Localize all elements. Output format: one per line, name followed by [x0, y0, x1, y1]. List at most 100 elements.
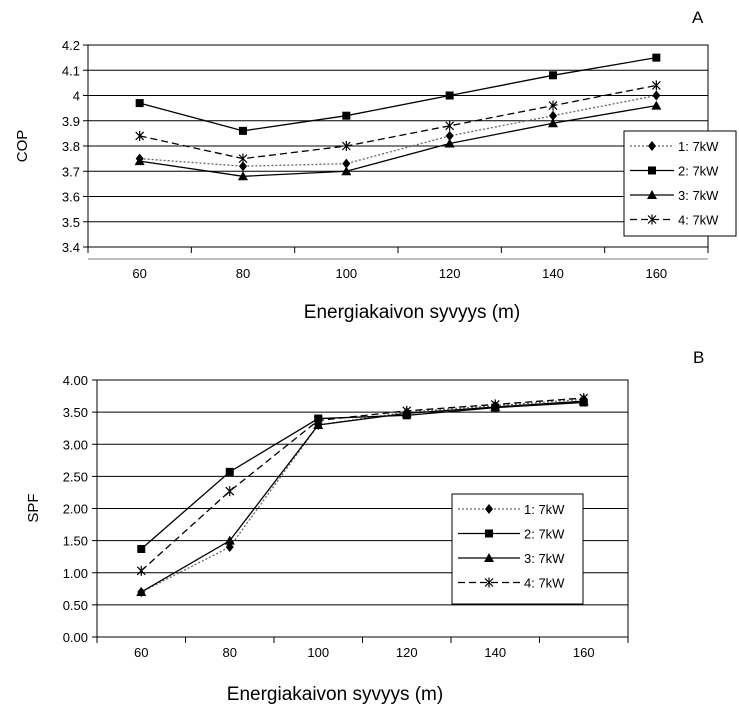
square-marker	[549, 71, 557, 80]
triangle-marker	[444, 138, 455, 148]
series-line	[140, 401, 584, 550]
legend-label: 4: 7kW	[678, 213, 719, 228]
triangle-marker	[136, 587, 147, 597]
legend-label: 1: 7kW	[678, 139, 719, 154]
x-tick-label: 60	[132, 266, 146, 281]
star-marker	[313, 415, 323, 426]
y-tick-label: 2.50	[63, 469, 88, 484]
y-tick-label: 1.00	[63, 566, 88, 581]
y-tick-label: 3.50	[63, 405, 88, 420]
series-1	[135, 90, 661, 172]
y-tick-label: 4.1	[62, 63, 80, 78]
y-tick-label: 3.00	[63, 437, 88, 452]
x-tick-label: 120	[439, 266, 461, 281]
series-line	[139, 56, 657, 132]
triangle-marker	[134, 156, 145, 166]
y-tick-label: 3.8	[62, 139, 80, 154]
series-line	[139, 104, 657, 177]
legend: 1: 7kW 2: 7kW 3: 7kW 4: 7kW	[623, 130, 737, 237]
diamond-marker	[239, 161, 247, 172]
star-marker	[402, 405, 412, 416]
triangle-marker	[224, 535, 235, 545]
x-axis-label: Energiakaivon syvyys (m)	[304, 302, 520, 323]
y-axis-label: SPF	[25, 493, 42, 522]
triangle-marker	[341, 166, 352, 176]
square-marker	[135, 99, 144, 108]
y-tick-label: 3.6	[62, 190, 80, 205]
y-tick-label: 2.00	[63, 502, 88, 517]
square-marker	[648, 166, 656, 175]
square-marker	[652, 53, 661, 62]
series-3	[136, 396, 589, 597]
y-tick-label: 3.4	[62, 240, 80, 255]
series-line	[140, 397, 584, 572]
star-marker	[647, 214, 657, 225]
y-tick-label: 4.2	[62, 38, 80, 53]
series-4	[136, 392, 589, 576]
y-tick-label: 3.7	[62, 164, 80, 179]
y-tick-label: 0.50	[63, 598, 88, 613]
y-axis-label: COP	[14, 130, 31, 163]
legend-label: 2: 7kW	[678, 164, 719, 179]
star-marker	[136, 565, 146, 576]
triangle-marker	[238, 171, 248, 181]
square-marker	[239, 126, 247, 135]
diamond-marker	[652, 90, 661, 101]
series-line	[140, 400, 584, 593]
chart-cop: 3.4 3.5 3.6 3.7 3.8 3.9 4 4.1 4.2 60 80 100 120 140 16…	[14, 8, 737, 323]
legend-label: 3: 7kW	[524, 551, 565, 566]
star-marker	[490, 399, 500, 410]
legend-label: 3: 7kW	[678, 188, 719, 203]
star-marker	[238, 153, 248, 164]
x-tick-label: 160	[645, 266, 667, 281]
x-axis-label: Energiakaivon syvyys (m)	[227, 684, 443, 705]
series-line	[139, 84, 657, 160]
square-marker	[225, 467, 234, 476]
diamond-marker	[648, 141, 656, 151]
x-tick-label: 100	[307, 645, 329, 660]
chart-spf: 0.00 0.50 1.00 1.50 2.00 2.50 3.00 3.50 4.00 60 80…	[25, 348, 704, 705]
square-marker	[485, 529, 493, 538]
x-tick-label: 160	[573, 645, 595, 660]
diamond-marker	[342, 158, 351, 169]
x-tick-label: 140	[484, 645, 506, 660]
square-marker	[445, 91, 454, 100]
x-tick-label: 80	[223, 645, 237, 660]
legend-label: 2: 7kW	[524, 527, 565, 542]
y-tick-label: 4.00	[63, 373, 88, 388]
legend: 1: 7kW 2: 7kW 3: 7kW 4: 7kW	[451, 493, 584, 605]
star-marker	[135, 130, 145, 141]
series-3	[134, 100, 662, 181]
y-tick-label: 1.50	[63, 534, 88, 549]
x-tick-label: 100	[335, 266, 357, 281]
star-marker	[651, 80, 661, 91]
triangle-marker	[647, 190, 657, 199]
legend-label: 4: 7kW	[524, 576, 565, 591]
diamond-marker	[485, 504, 493, 514]
x-tick-label: 120	[396, 645, 418, 660]
star-marker	[225, 486, 235, 497]
legend-box	[623, 130, 737, 237]
diamond-marker	[445, 130, 454, 141]
star-marker	[484, 577, 494, 588]
series-4	[135, 80, 661, 164]
y-tick-label: 0.00	[63, 630, 88, 645]
triangle-marker	[548, 118, 558, 128]
triangle-marker	[651, 100, 662, 110]
y-tick-label: 3.5	[62, 215, 80, 230]
x-tick-label: 60	[134, 645, 148, 660]
x-tick-label: 80	[236, 266, 250, 281]
legend-box	[451, 493, 584, 605]
diamond-marker	[549, 110, 557, 121]
y-tick-label: 3.9	[62, 114, 80, 129]
triangle-marker	[484, 553, 494, 562]
y-tick-label: 4	[73, 89, 80, 104]
panel-label: A	[692, 8, 704, 27]
legend-label: 1: 7kW	[524, 502, 565, 517]
star-marker	[579, 392, 589, 403]
star-marker	[548, 100, 558, 111]
series-line	[139, 94, 657, 167]
series-2	[135, 53, 661, 135]
star-marker	[341, 141, 351, 151]
